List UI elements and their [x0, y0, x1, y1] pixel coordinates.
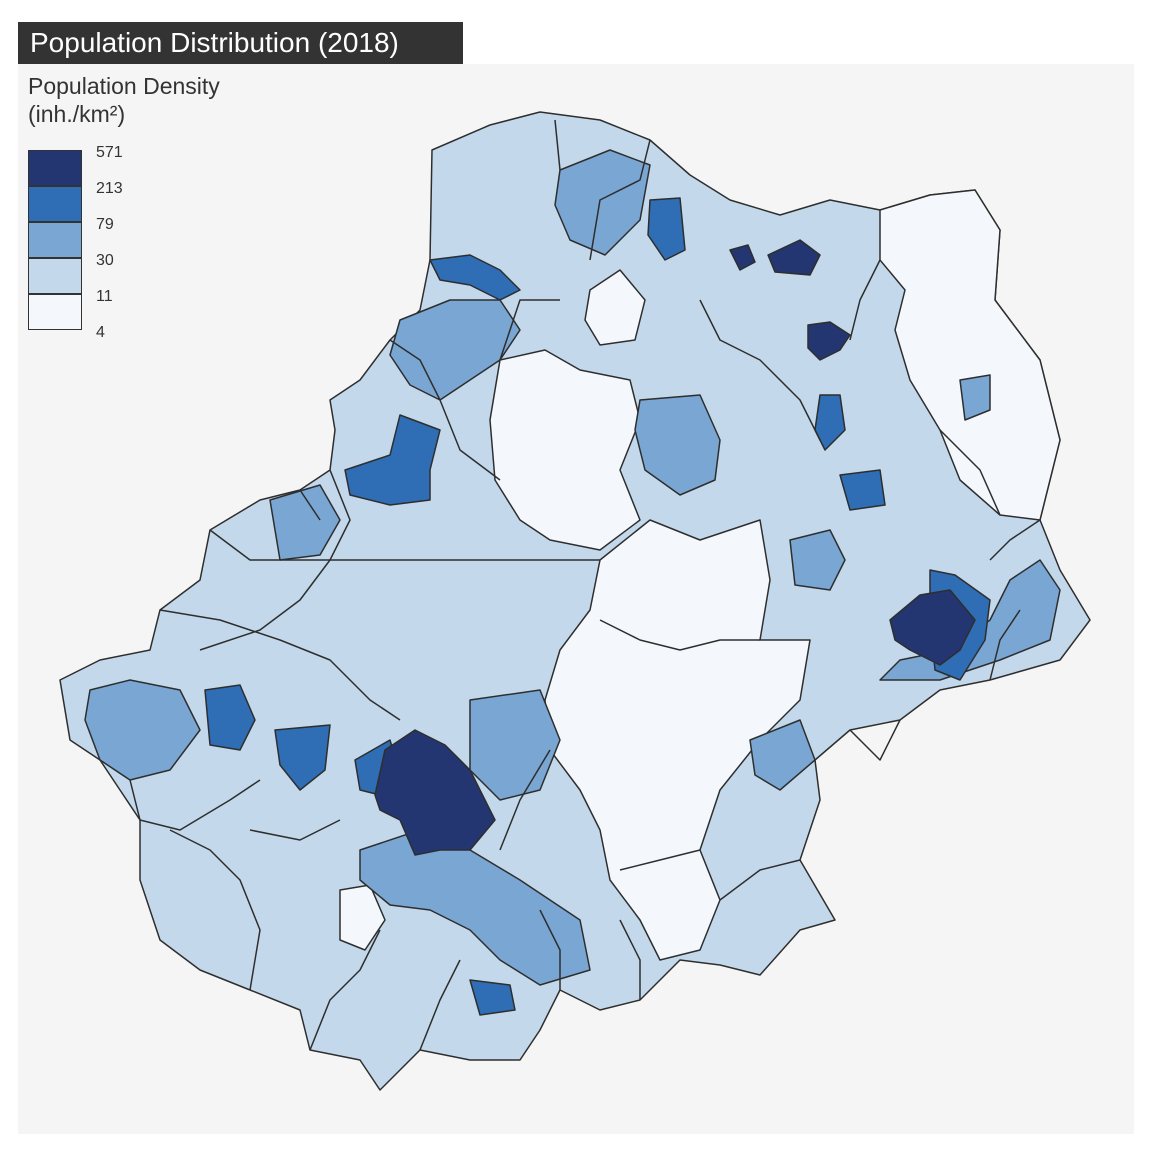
region-small-medium	[959, 374, 991, 421]
region-east-sparse	[879, 189, 1061, 521]
legend-break-label: 4	[96, 324, 105, 341]
region-north-city-a	[767, 239, 821, 276]
region-eastcentral-high	[839, 469, 886, 511]
region-south-pocket	[339, 884, 386, 951]
region-north-pocket	[584, 269, 646, 346]
region-ne-city	[807, 321, 851, 361]
legend: Population Density (inh./km²) 571 213 79…	[28, 72, 220, 341]
region-west-high	[344, 414, 441, 506]
legend-swatch-class-1	[28, 294, 82, 330]
region-west-medium	[84, 679, 201, 781]
region-southeast-medium	[749, 719, 816, 791]
region-north-sparse	[489, 349, 641, 551]
region-north-high	[647, 197, 686, 261]
legend-swatch-class-4	[28, 186, 82, 222]
region-westsouth-high-b	[274, 724, 331, 791]
region-central-medium	[634, 394, 721, 496]
region-north-medium	[554, 149, 651, 256]
legend-break-label: 79	[96, 216, 114, 233]
region-eastcentral-medium	[789, 529, 846, 591]
region-south-bottom-high	[469, 979, 516, 1016]
region-east-city	[889, 589, 976, 666]
legend-break-label: 213	[96, 180, 123, 197]
legend-break-label: 11	[96, 288, 113, 305]
region-north-city-b	[729, 244, 756, 271]
region-ne-high	[814, 394, 846, 451]
legend-break-label: 571	[96, 144, 123, 161]
legend-swatch-class-5	[28, 150, 82, 186]
legend-swatch-class-2	[28, 258, 82, 294]
region-westsouth-high-a	[204, 684, 256, 751]
map-title: Population Distribution (2018)	[18, 22, 463, 64]
legend-title-line1: Population Density	[28, 73, 220, 99]
legend-break-label: 30	[96, 252, 114, 269]
legend-title-line2: (inh./km²)	[28, 101, 126, 127]
region-northwest-high	[429, 254, 521, 301]
region-northwest-medium	[389, 299, 521, 401]
municipality-borders	[129, 119, 1041, 1051]
region-south-city	[374, 729, 496, 856]
legend-swatch-class-3	[28, 222, 82, 258]
region-westnorth-medium	[269, 484, 341, 561]
